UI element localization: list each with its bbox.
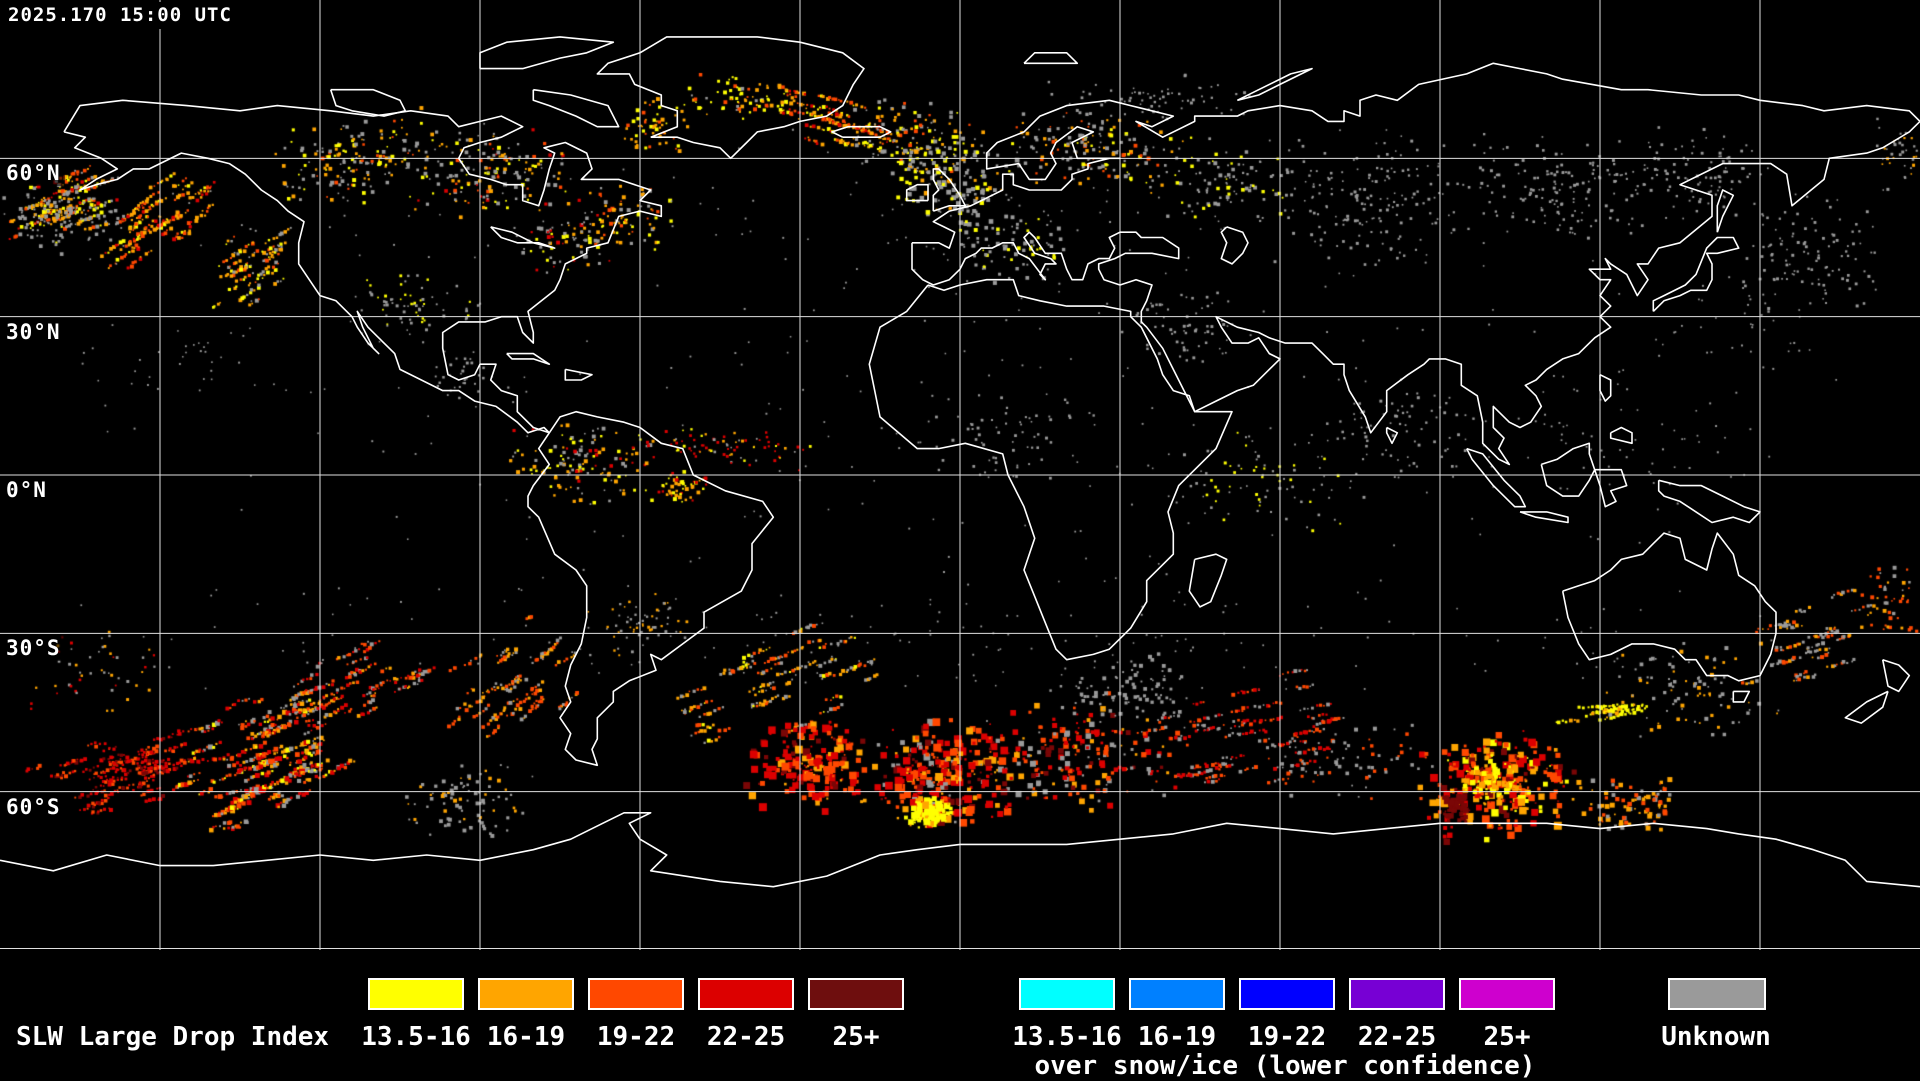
lat-label: 30°N — [6, 319, 65, 345]
legend-swatch-unknown — [1668, 978, 1766, 1010]
legend-swatch-label: 13.5-16 — [1012, 1022, 1122, 1052]
coastline — [1561, 532, 1777, 682]
legend-swatch-label: 19-22 — [1247, 1022, 1327, 1052]
coastline — [932, 168, 967, 212]
coastline — [1657, 479, 1761, 524]
world-map: 2025.170 15:00 UTC 60°N 30°N 0°N 30°S 60°S — [0, 0, 1920, 950]
legend-swatch-snow_ice-25+ — [1459, 978, 1555, 1010]
legend: SLW Large Drop Index 13.5-16 16-19 19-22 22… — [0, 950, 1920, 1081]
coastline — [831, 125, 892, 138]
legend-swatch-snow_ice-16-19 — [1129, 978, 1225, 1010]
legend-swatch-snow_ice-19-22 — [1239, 978, 1335, 1010]
coastline — [1732, 690, 1751, 703]
legend-swatch-standard-19-22 — [588, 978, 684, 1010]
coastline — [1519, 511, 1569, 524]
legend-swatch-label: 13.5-16 — [361, 1022, 471, 1052]
coastline — [1716, 189, 1735, 233]
coastline — [479, 36, 615, 70]
legend-swatch-label: 22-25 — [1357, 1022, 1437, 1052]
coastline — [911, 62, 1920, 466]
coastline — [1599, 373, 1612, 402]
coastline — [63, 99, 663, 434]
coastline — [527, 410, 775, 767]
coastline — [1220, 226, 1249, 265]
coastline — [596, 36, 865, 160]
legend-swatch-snow_ice-13.5-16 — [1019, 978, 1115, 1010]
legend-swatch-standard-22-25 — [698, 978, 794, 1010]
legend-swatch-label: 25+ — [832, 1022, 880, 1052]
legend-swatch-snow_ice-22-25 — [1349, 978, 1445, 1010]
coastline — [1609, 426, 1633, 445]
coastline — [1593, 468, 1628, 508]
legend-swatch-standard-25+ — [808, 978, 904, 1010]
coastline — [905, 183, 929, 202]
legend-unknown-label: Unknown — [1661, 1022, 1771, 1052]
coastline — [1023, 51, 1079, 65]
legend-swatch-standard-16-19 — [478, 978, 574, 1010]
legend-swatch-label: 25+ — [1483, 1022, 1531, 1052]
coastline — [1844, 690, 1889, 724]
lat-label: 0°N — [6, 478, 51, 503]
coastline — [868, 278, 1233, 661]
legend-swatch-label: 22-25 — [706, 1022, 786, 1052]
coastline — [532, 88, 620, 128]
coastline — [1540, 442, 1596, 497]
coastline — [1385, 426, 1399, 445]
coastline — [1188, 553, 1228, 608]
coastline — [1236, 67, 1313, 102]
legend-title: SLW Large Drop Index — [16, 1022, 330, 1052]
coastline-grid-layer — [0, 0, 1920, 950]
legend-swatch-label: 19-22 — [596, 1022, 676, 1052]
coastline — [0, 811, 1920, 888]
lat-label: 60°N — [6, 161, 65, 187]
coastline — [506, 352, 551, 366]
coastline — [564, 368, 593, 381]
legend-swatch-standard-13.5-16 — [368, 978, 464, 1010]
lat-label: 30°S — [6, 636, 65, 662]
lat-label: 60°S — [6, 794, 65, 820]
legend-caption: over snow/ice (lower confidence) — [1034, 1051, 1536, 1081]
coastline — [490, 226, 556, 249]
coastline — [1652, 236, 1740, 312]
legend-swatch-label: 16-19 — [1137, 1022, 1217, 1052]
coastline — [1881, 658, 1911, 693]
timestamp: 2025.170 15:00 UTC — [4, 2, 240, 29]
coastline — [1465, 447, 1527, 508]
legend-swatch-label: 16-19 — [486, 1022, 566, 1052]
coastline — [329, 88, 407, 117]
